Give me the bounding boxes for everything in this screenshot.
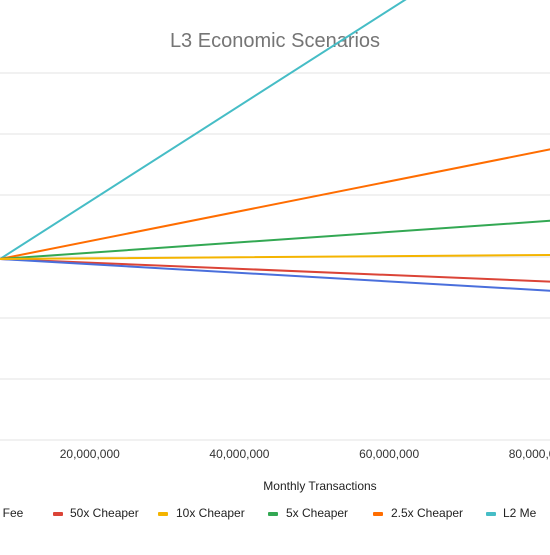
legend-label: L2 Me [503, 506, 537, 520]
series-line-50x-cheaper [0, 258, 550, 283]
legend-label: 10x Cheaper [176, 506, 245, 520]
legend-marker [158, 512, 168, 516]
series-lines [0, 0, 550, 292]
series-line-2-5x-cheaper [0, 148, 550, 260]
legend-marker [53, 512, 63, 516]
series-line-l2-me [0, 0, 407, 260]
legend-label: Min Fee [0, 506, 24, 520]
x-tick-label: 80,000,000 [509, 447, 550, 461]
x-axis-label: Monthly Transactions [263, 479, 376, 493]
chart-title: L3 Economic Scenarios [170, 30, 380, 52]
legend-label: 5x Cheaper [286, 506, 348, 520]
legend-marker [486, 512, 496, 516]
legend-marker [373, 512, 383, 516]
series-line-min-fee [0, 258, 550, 292]
legend-marker [268, 512, 278, 516]
legend: Min Fee 50x Cheaper 10x Cheaper 5x Cheaper 2… [0, 506, 537, 520]
series-line-5x-cheaper [0, 219, 550, 260]
x-tick-label: 40,000,000 [209, 447, 269, 461]
x-tick-label: 60,000,000 [359, 447, 419, 461]
series-line-10x-cheaper [0, 254, 550, 260]
grid [0, 72, 550, 441]
x-tick-label: 20,000,000 [60, 447, 120, 461]
x-axis-ticks: 20,000,000 40,000,000 60,000,000 80,000,000 [60, 447, 550, 461]
legend-label: 50x Cheaper [70, 506, 139, 520]
legend-label: 2.5x Cheaper [391, 506, 463, 520]
